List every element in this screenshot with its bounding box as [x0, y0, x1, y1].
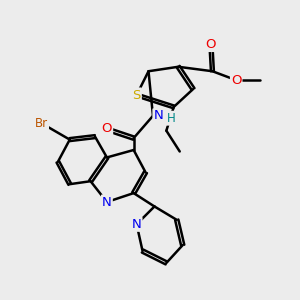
Text: H: H [167, 112, 175, 125]
Text: O: O [206, 38, 216, 51]
Text: O: O [102, 122, 112, 135]
Text: O: O [231, 74, 242, 87]
Text: S: S [132, 88, 141, 101]
Text: N: N [132, 218, 142, 231]
Text: Br: Br [35, 117, 48, 130]
Text: N: N [102, 196, 112, 208]
Text: N: N [153, 109, 163, 122]
